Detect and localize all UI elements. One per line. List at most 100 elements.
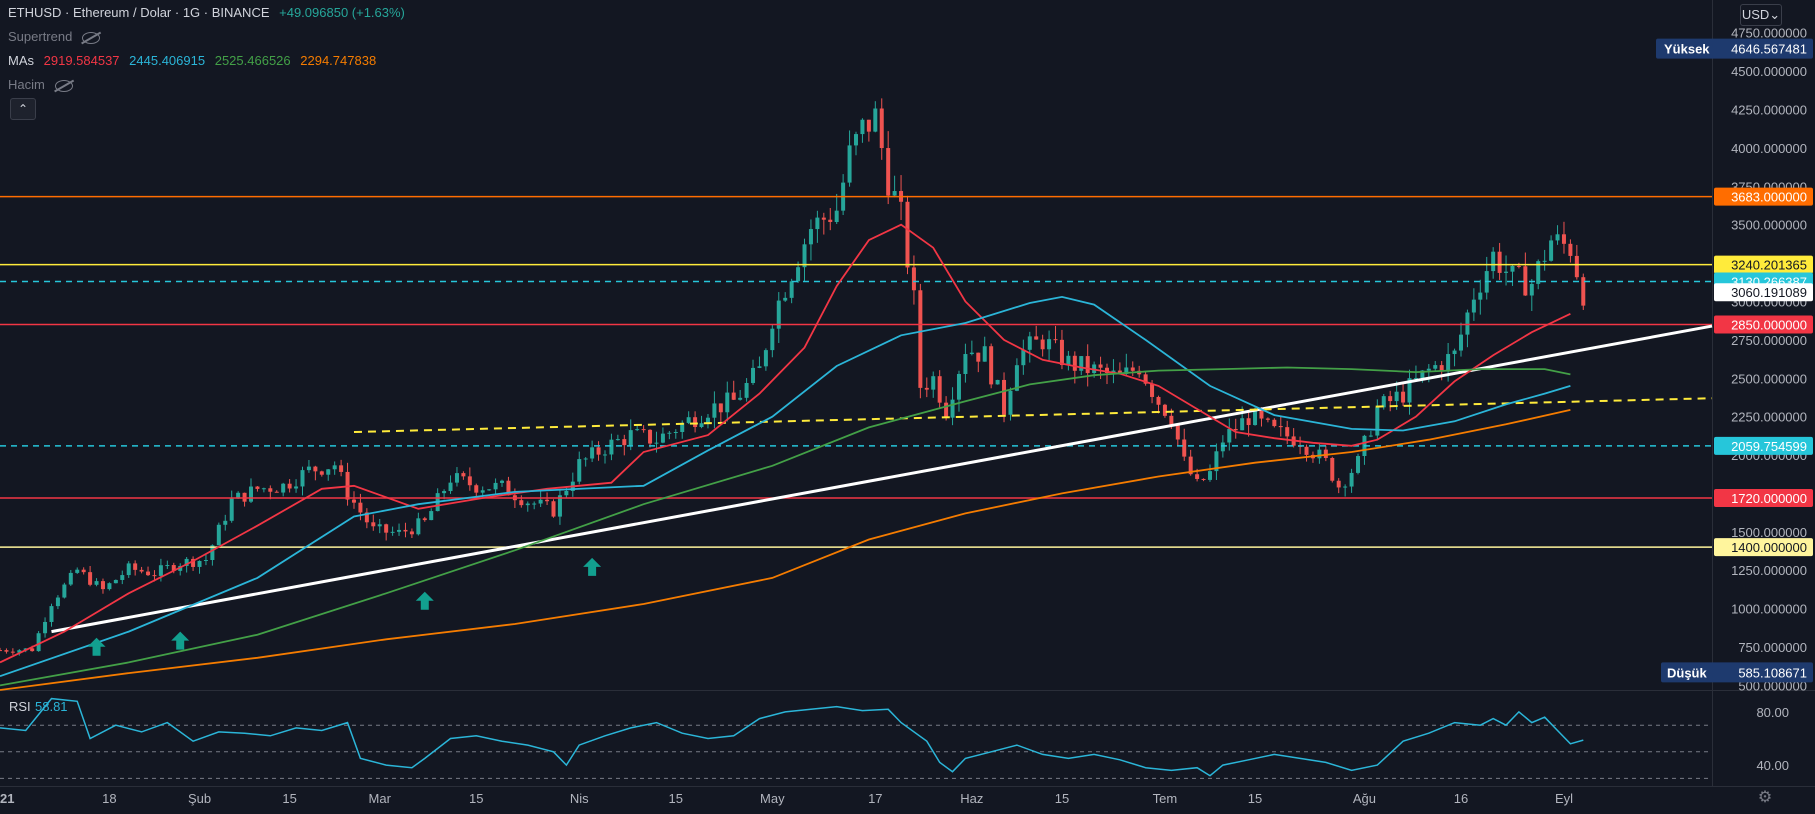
- candle-body: [1098, 364, 1103, 368]
- candle-body: [422, 518, 427, 521]
- candle-body: [924, 387, 929, 390]
- x-tick-label: Şub: [188, 791, 211, 806]
- candle-body: [693, 417, 698, 428]
- candle-body: [1581, 277, 1586, 306]
- candle-body: [1452, 350, 1457, 355]
- candle-body: [306, 466, 311, 471]
- candle-body: [1027, 336, 1032, 350]
- candle-body: [635, 429, 640, 431]
- candle-body: [242, 492, 247, 502]
- candle-body: [1549, 240, 1554, 261]
- candle-body: [821, 217, 826, 220]
- candle-body: [506, 480, 511, 496]
- candle-body: [1349, 472, 1354, 487]
- ma-line-3: [0, 366, 1571, 687]
- y-tick-label: 4000.000000: [1731, 141, 1807, 156]
- x-tick-label: 18: [102, 791, 116, 806]
- candle-body: [480, 490, 485, 493]
- level-price-label: 1400.000000: [1731, 540, 1807, 555]
- up-arrow-icon: [171, 631, 190, 650]
- supertrend-label: Supertrend: [8, 29, 73, 44]
- candle-body: [339, 465, 344, 472]
- collapse-legend-button[interactable]: ⌃: [10, 98, 36, 120]
- candle-body: [1330, 457, 1335, 481]
- candle-body: [641, 429, 646, 431]
- ma3-value: 2525.466526: [214, 53, 291, 68]
- candle-body: [905, 201, 910, 268]
- y-tick-label: 2500.000000: [1731, 371, 1807, 386]
- up-arrow-icon: [87, 637, 106, 656]
- candle-body: [577, 459, 582, 482]
- candle-body: [1285, 427, 1290, 437]
- candle-body: [1246, 418, 1251, 426]
- candle-body: [1304, 446, 1309, 455]
- candle-body: [770, 328, 775, 351]
- candle-body: [1536, 261, 1541, 284]
- y-tick-label: 4250.000000: [1731, 103, 1807, 118]
- currency-button[interactable]: USD⌄: [1740, 4, 1782, 26]
- candle-body: [75, 569, 80, 573]
- candle-body: [911, 267, 916, 291]
- ma4-value: 2294.747838: [300, 53, 377, 68]
- y-tick-label: 1000.000000: [1731, 602, 1807, 617]
- candle-body: [712, 403, 717, 418]
- candle-body: [596, 447, 601, 455]
- supertrend-legend[interactable]: Supertrend: [8, 29, 106, 44]
- x-tick-label: 15: [469, 791, 483, 806]
- candle-body: [36, 633, 41, 652]
- candle-body: [937, 376, 942, 403]
- hidden-eye-icon[interactable]: [54, 79, 73, 92]
- candle-body: [133, 563, 138, 570]
- candle-body: [1433, 365, 1438, 369]
- candle-body: [705, 417, 710, 424]
- candle-body: [487, 489, 492, 491]
- candle-body: [1214, 451, 1219, 472]
- candle-body: [171, 565, 176, 571]
- candle-body: [976, 352, 981, 362]
- candle-body: [751, 367, 756, 383]
- candle-body: [776, 300, 781, 329]
- candle-body: [326, 469, 331, 475]
- candle-body: [1574, 255, 1579, 278]
- candle-body: [847, 145, 852, 183]
- candle-body: [409, 531, 414, 535]
- candle-body: [4, 650, 9, 652]
- candle-body: [995, 379, 1000, 385]
- candle-body: [1420, 370, 1425, 379]
- candle-body: [332, 465, 337, 470]
- candle-body: [416, 518, 421, 535]
- candle-body: [1117, 370, 1122, 374]
- candle-body: [1265, 418, 1270, 420]
- candle-body: [1426, 368, 1431, 371]
- high-tag: Yüksek: [1664, 42, 1710, 57]
- candle-body: [673, 432, 678, 434]
- candle-body: [442, 491, 447, 494]
- level-price-tag: [1714, 436, 1813, 455]
- candle-body: [1446, 354, 1451, 372]
- candle-body: [100, 581, 105, 590]
- mas-legend[interactable]: MAs 2919.584537 2445.406915 2525.466526 …: [8, 53, 382, 68]
- up-arrow-icon: [415, 591, 434, 610]
- hacim-legend[interactable]: Hacim: [8, 77, 79, 92]
- level-price-label: 2850.000000: [1731, 318, 1807, 333]
- gear-icon[interactable]: ⚙: [1757, 789, 1773, 806]
- candle-body: [1169, 415, 1174, 426]
- hidden-eye-icon[interactable]: [82, 31, 101, 44]
- candle-body: [1375, 407, 1380, 436]
- candle-body: [802, 244, 807, 268]
- candle-body: [699, 423, 704, 428]
- candle-body: [81, 569, 86, 573]
- candle-body: [1471, 299, 1476, 313]
- candle-body: [1523, 266, 1528, 296]
- candle-body: [313, 466, 318, 472]
- candle-body: [43, 621, 48, 634]
- candle-body: [319, 471, 324, 475]
- y-tick-label: 4500.000000: [1731, 64, 1807, 79]
- candle-body: [467, 476, 472, 486]
- candle-body: [1529, 283, 1534, 296]
- candle-body: [602, 454, 607, 456]
- low-label-box: [1661, 662, 1813, 683]
- low-value: 585.108671: [1738, 665, 1807, 680]
- candle-body: [815, 217, 820, 230]
